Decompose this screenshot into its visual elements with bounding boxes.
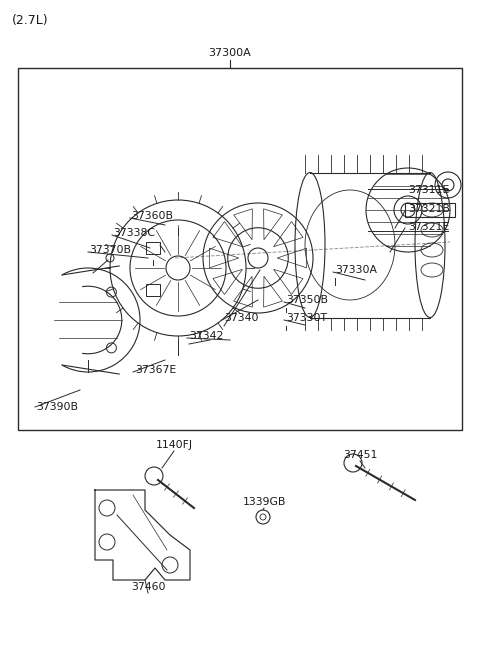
Text: 37321E: 37321E	[408, 222, 449, 232]
Text: 37300A: 37300A	[209, 48, 252, 58]
Text: 37340: 37340	[224, 313, 259, 323]
Text: 37451: 37451	[343, 450, 377, 460]
Text: 1339GB: 1339GB	[242, 497, 286, 507]
Text: 37342: 37342	[189, 331, 223, 341]
Text: 37360B: 37360B	[131, 211, 173, 221]
Text: 37321B: 37321B	[408, 204, 450, 214]
Text: 37330T: 37330T	[286, 313, 327, 323]
Text: (2.7L): (2.7L)	[12, 14, 48, 27]
Text: 37390B: 37390B	[36, 402, 78, 412]
Text: 37350B: 37350B	[286, 295, 328, 305]
Bar	[146, 242, 160, 254]
Text: 37330A: 37330A	[335, 265, 377, 275]
Bar	[18, 68, 462, 430]
Bar	[146, 284, 160, 296]
Text: 37338C: 37338C	[113, 228, 155, 238]
Text: 37370B: 37370B	[89, 245, 131, 255]
Text: 37367E: 37367E	[135, 365, 176, 375]
Text: 1140FJ: 1140FJ	[156, 440, 192, 450]
Text: 37311E: 37311E	[408, 185, 449, 195]
Text: 37460: 37460	[131, 582, 165, 592]
